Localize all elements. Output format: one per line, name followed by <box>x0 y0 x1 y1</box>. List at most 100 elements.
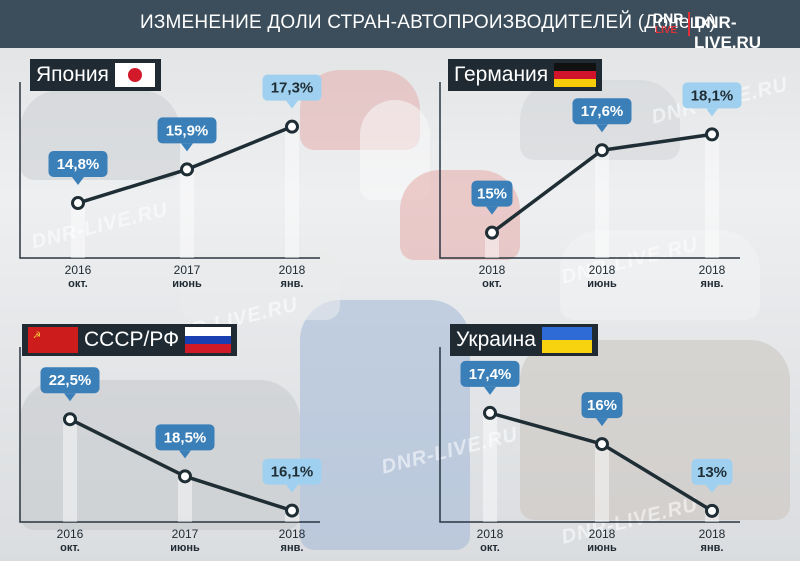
axis-line <box>19 347 320 523</box>
logo-divider <box>688 12 690 36</box>
axis-line <box>439 82 740 259</box>
russia-flag-icon <box>185 327 232 353</box>
x-tick-month: янв. <box>281 542 304 554</box>
value-column <box>63 419 77 522</box>
data-label: 16% <box>587 397 617 414</box>
germany-flag-icon <box>554 63 597 87</box>
panel-label-japan: Япония <box>30 59 161 91</box>
data-label: 17,3% <box>271 80 314 97</box>
x-tick-year: 2018 <box>279 263 306 277</box>
x-tick-month: июнь <box>587 542 617 554</box>
data-label: 18,5% <box>164 429 207 446</box>
country-name: Украина <box>456 328 536 351</box>
value-column <box>485 232 499 258</box>
data-point <box>178 469 192 484</box>
x-tick-month: янв. <box>701 278 724 290</box>
data-point <box>180 162 194 177</box>
data-point <box>705 503 719 518</box>
data-label: 17,6% <box>581 103 624 120</box>
data-label: 13% <box>697 464 727 481</box>
site-name: DNR-LIVE.RU <box>694 13 762 52</box>
x-tick-year: 2017 <box>174 263 201 277</box>
ukraine-flag-icon <box>541 327 592 353</box>
country-name: Германия <box>454 63 549 86</box>
x-tick-month: окт. <box>482 278 502 290</box>
x-tick-month: июнь <box>587 278 617 290</box>
panel-label-germany: Германия <box>448 59 603 91</box>
data-label-bubble: 22,5% <box>40 367 100 402</box>
data-label-bubble: 17,6% <box>572 98 632 133</box>
x-tick-year: 2018 <box>699 527 726 541</box>
data-label: 14,8% <box>57 156 100 173</box>
x-tick-month: янв. <box>701 542 724 554</box>
value-column <box>483 412 497 522</box>
header-bar: ИЗМЕНЕНИЕ ДОЛИ СТРАН-АВТОПРОИЗВОДИТЕЛЕЙ … <box>0 0 800 52</box>
x-tick-year: 2018 <box>589 263 616 277</box>
value-column <box>705 134 719 258</box>
data-label: 16,1% <box>271 464 314 481</box>
x-tick-year: 2016 <box>65 263 92 277</box>
x-tick-month: окт. <box>480 542 500 554</box>
data-label-bubble: 15% <box>471 180 513 215</box>
x-tick-month: янв. <box>281 278 304 290</box>
data-label-bubble: 14,8% <box>48 151 108 186</box>
x-tick-month: окт. <box>60 542 80 554</box>
x-tick-year: 2018 <box>589 527 616 541</box>
x-tick-year: 2018 <box>699 263 726 277</box>
svg-text:☭: ☭ <box>33 331 41 341</box>
data-point <box>71 196 85 211</box>
data-label-bubble: 18,5% <box>155 424 215 459</box>
value-column <box>285 126 299 259</box>
data-label-bubble: 13% <box>691 458 733 493</box>
data-point <box>285 503 299 518</box>
data-point <box>63 412 77 427</box>
data-point <box>285 119 299 134</box>
x-tick-year: 2016 <box>57 527 84 541</box>
ussr-flag-icon: ☭ <box>28 327 78 353</box>
data-point <box>595 437 609 452</box>
data-label: 18,1% <box>691 87 734 104</box>
data-label: 15,9% <box>166 122 209 139</box>
x-tick-year: 2018 <box>279 527 306 541</box>
axis-line <box>439 347 740 523</box>
data-label: 17,4% <box>469 366 512 383</box>
country-name: СССР/РФ <box>84 328 180 351</box>
x-tick-month: окт. <box>68 278 88 290</box>
value-column <box>71 203 85 258</box>
x-tick-year: 2018 <box>479 263 506 277</box>
panel-label-ussr-rf: ☭ СССР/РФ <box>22 324 238 356</box>
data-point <box>485 225 499 240</box>
data-point <box>595 143 609 158</box>
data-label-bubble: 18,1% <box>682 82 742 117</box>
axis-line <box>19 82 320 259</box>
country-name: Япония <box>36 63 109 86</box>
x-tick-year: 2017 <box>172 527 199 541</box>
value-column <box>595 444 609 522</box>
x-tick-month: июнь <box>170 542 200 554</box>
panel-label-ukraine: Украина <box>450 324 598 356</box>
data-label: 15% <box>477 186 507 203</box>
value-column <box>180 169 194 258</box>
x-tick-month: июнь <box>172 278 202 290</box>
data-label-bubble: 16% <box>581 392 623 427</box>
x-tick-year: 2018 <box>477 527 504 541</box>
data-label-bubble: 17,3% <box>262 74 322 109</box>
page-title: ИЗМЕНЕНИЕ ДОЛИ СТРАН-АВТОПРОИЗВОДИТЕЛЕЙ … <box>140 12 716 33</box>
japan-flag-icon <box>114 63 155 87</box>
data-label: 22,5% <box>49 372 92 389</box>
data-point <box>483 405 497 420</box>
dnr-live-logo: DNR LIVE <box>653 10 684 36</box>
value-column <box>595 150 609 258</box>
data-point <box>705 127 719 142</box>
data-label-bubble: 17,4% <box>460 360 520 395</box>
data-label-bubble: 16,1% <box>262 458 322 493</box>
data-label-bubble: 15,9% <box>157 117 217 152</box>
value-column <box>178 476 192 522</box>
